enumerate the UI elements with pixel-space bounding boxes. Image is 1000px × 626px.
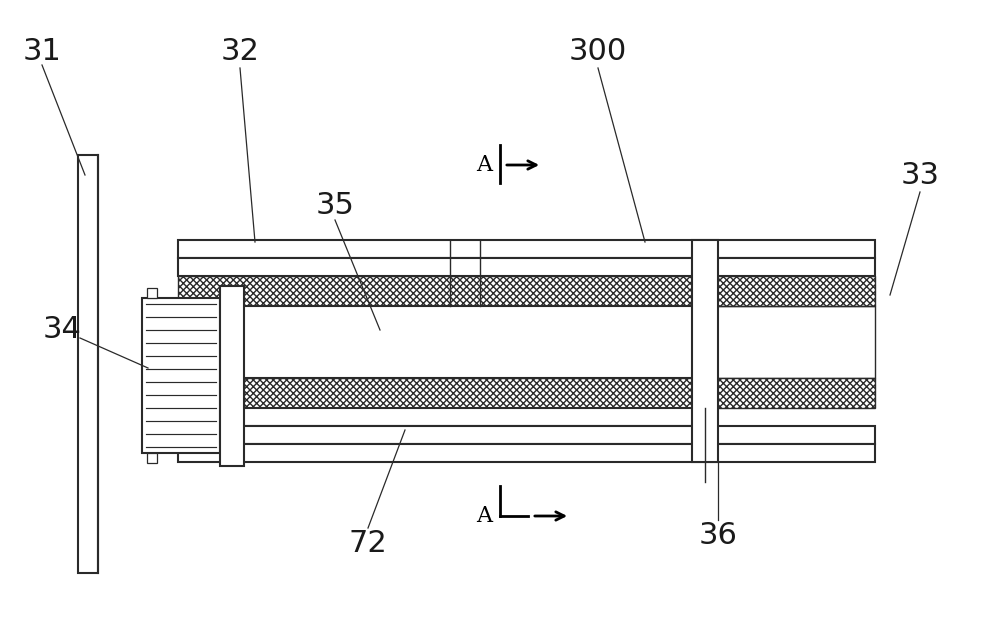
- Bar: [178, 276, 875, 306]
- Bar: [220, 286, 244, 466]
- Text: 34: 34: [43, 316, 81, 344]
- Text: 33: 33: [900, 160, 940, 190]
- Bar: [178, 408, 695, 426]
- Bar: [178, 258, 875, 276]
- Bar: [218, 306, 695, 378]
- Text: 31: 31: [23, 38, 61, 66]
- Bar: [178, 444, 875, 462]
- Bar: [178, 426, 875, 444]
- Text: 72: 72: [349, 528, 387, 558]
- Bar: [142, 298, 220, 453]
- Text: 35: 35: [316, 190, 354, 220]
- Bar: [147, 453, 157, 463]
- Text: 36: 36: [699, 520, 737, 550]
- Bar: [78, 155, 98, 573]
- Text: A: A: [476, 505, 492, 527]
- Bar: [178, 378, 875, 408]
- Bar: [178, 240, 875, 258]
- Bar: [692, 240, 718, 462]
- Text: 300: 300: [569, 38, 627, 66]
- Bar: [178, 306, 875, 378]
- Bar: [147, 288, 157, 298]
- Text: 32: 32: [221, 38, 259, 66]
- Text: A: A: [476, 154, 492, 176]
